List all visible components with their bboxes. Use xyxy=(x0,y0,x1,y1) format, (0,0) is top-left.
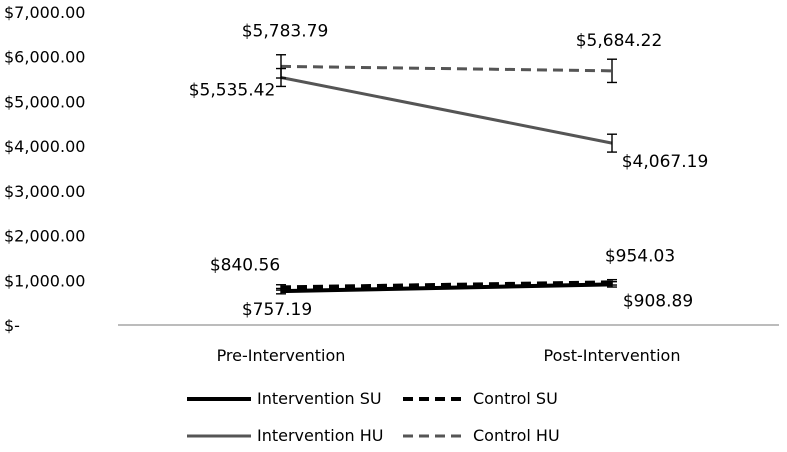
y-tick-label: $3,000.00 xyxy=(4,182,85,201)
data-label: $757.19 xyxy=(242,300,312,320)
data-label: $5,535.42 xyxy=(189,80,276,100)
legend-item: Control HU xyxy=(403,426,560,445)
y-tick-label: $4,000.00 xyxy=(4,137,85,156)
x-tick-label: Post-Intervention xyxy=(544,346,681,365)
series-line xyxy=(280,280,613,290)
legend: Intervention SU Control SU Intervention HU… xyxy=(187,389,560,445)
y-tick-label: $2,000.00 xyxy=(4,227,85,246)
legend-item: Intervention SU xyxy=(187,389,382,408)
series-line xyxy=(280,282,613,294)
error-bar xyxy=(607,133,617,153)
data-labels: $757.19 $908.89 $840.56 $954.03 $5,535.42 $4,… xyxy=(189,21,709,320)
series-lines xyxy=(280,64,613,294)
y-tick-label: $5,000.00 xyxy=(4,92,85,111)
legend-item: Intervention HU xyxy=(187,426,383,445)
error-bar xyxy=(607,278,617,286)
data-label: $840.56 xyxy=(210,255,280,275)
x-axis-ticks: Pre-Intervention Post-Intervention xyxy=(217,346,681,365)
series-line xyxy=(280,76,613,145)
y-tick-label: $1,000.00 xyxy=(4,271,85,290)
x-tick-label: Pre-Intervention xyxy=(217,346,346,365)
data-label: $4,067.19 xyxy=(622,152,709,172)
legend-label: Intervention HU xyxy=(257,426,383,445)
y-tick-label: $7,000.00 xyxy=(4,3,85,22)
y-tick-label: $6,000.00 xyxy=(4,48,85,67)
y-tick-label: $- xyxy=(4,316,20,335)
legend-label: Control HU xyxy=(473,426,560,445)
series-line xyxy=(280,64,613,73)
data-label: $908.89 xyxy=(623,291,693,311)
legend-item: Control SU xyxy=(403,389,558,408)
error-bars xyxy=(276,54,617,295)
data-label: $954.03 xyxy=(605,246,675,266)
legend-label: Intervention SU xyxy=(257,389,382,408)
legend-label: Control SU xyxy=(473,389,558,408)
error-bar xyxy=(276,54,286,79)
error-bar xyxy=(607,58,617,84)
data-label: $5,783.79 xyxy=(242,21,329,41)
data-label: $5,684.22 xyxy=(576,31,663,51)
error-bar xyxy=(276,284,286,291)
y-axis-ticks: $- $1,000.00 $2,000.00 $3,000.00 $4,000.00 $5… xyxy=(4,3,85,335)
